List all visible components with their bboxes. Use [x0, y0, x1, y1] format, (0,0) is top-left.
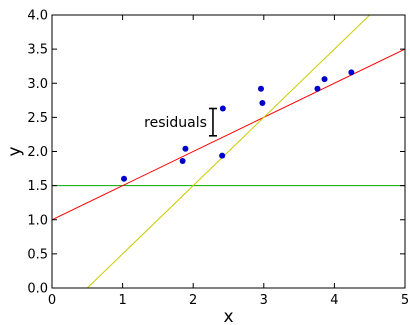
x-tick-label: 0: [48, 293, 56, 308]
data-point: [321, 76, 328, 83]
y-tick-label: 3.0: [27, 77, 48, 92]
y-tick-label: 2.0: [27, 145, 48, 160]
data-point: [121, 175, 128, 182]
x-axis-label: x: [223, 307, 233, 325]
axis-ticks: 0 1 2 3 4 5 0.0 0.5 1.0 1.5 2.0 2.5 3.0 3.5 4.0: [27, 9, 409, 309]
residuals-annotation: residuals: [144, 107, 217, 137]
data-point: [219, 152, 226, 159]
x-tick-label: 5: [401, 293, 409, 308]
x-tick-label: 4: [330, 293, 338, 308]
y-tick-label: 4.0: [27, 9, 48, 24]
x-tick-label: 3: [260, 293, 268, 308]
data-point: [257, 85, 264, 92]
data-point: [179, 158, 186, 165]
y-tick-label: 1.5: [27, 179, 48, 194]
y-tick-label: 2.5: [27, 111, 48, 126]
y-tick-label: 0.5: [27, 247, 48, 262]
line-3: [86, 15, 371, 288]
y-axis-label: y: [5, 146, 25, 156]
x-tick-label: 2: [189, 293, 197, 308]
y-tick-label: 3.5: [27, 43, 48, 58]
line-2: [52, 48, 405, 221]
x-tick-label: 1: [118, 293, 126, 308]
data-points: [121, 69, 355, 182]
y-tick-label: 1.0: [27, 213, 48, 228]
data-point: [348, 69, 355, 76]
regression-lines: [52, 15, 405, 288]
residuals-label: residuals: [144, 115, 207, 131]
data-point: [314, 85, 321, 92]
data-point: [219, 105, 226, 112]
data-point: [259, 100, 266, 107]
y-tick-label: 0.0: [27, 282, 48, 297]
data-point: [182, 145, 189, 152]
